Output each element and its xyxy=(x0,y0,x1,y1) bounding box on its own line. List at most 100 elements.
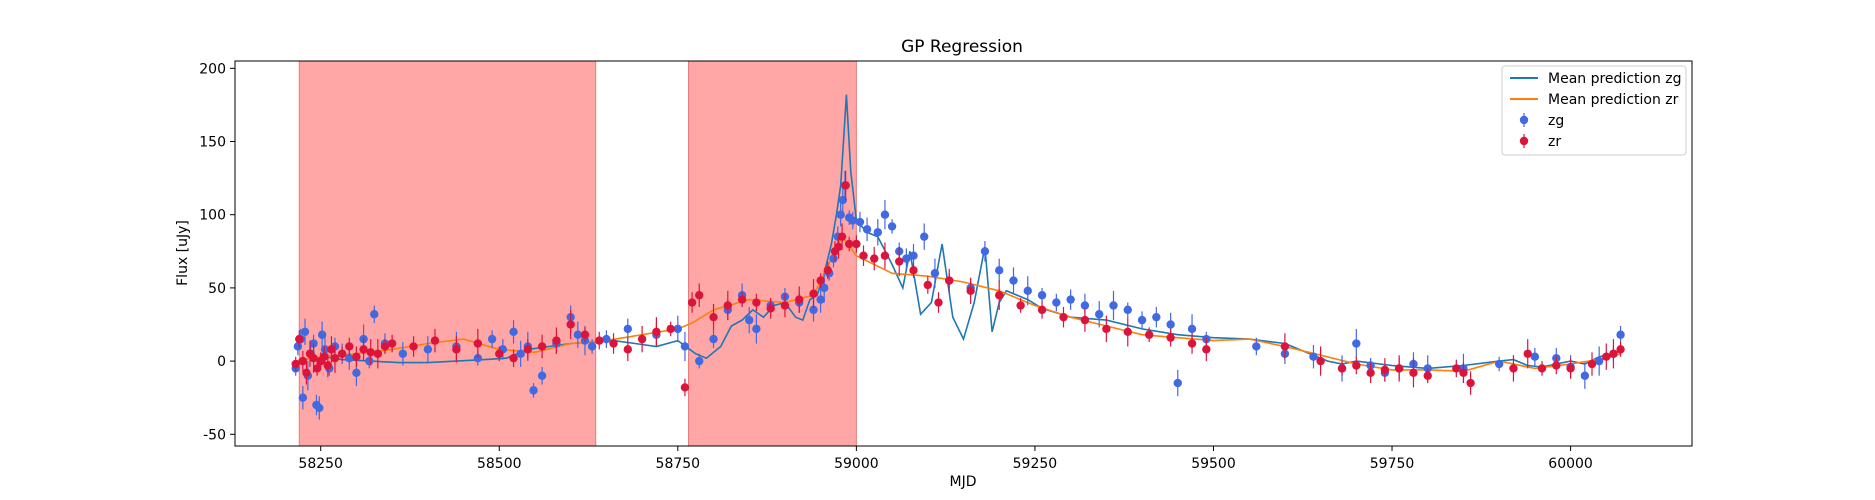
data-point xyxy=(780,301,790,310)
data-point xyxy=(680,342,690,351)
data-point xyxy=(1616,345,1625,354)
data-point xyxy=(380,342,390,351)
data-point xyxy=(320,352,329,361)
data-point xyxy=(1452,364,1461,373)
data-point xyxy=(409,342,418,351)
x-tick-label: 59750 xyxy=(1370,456,1415,472)
data-point xyxy=(291,359,300,369)
data-point xyxy=(1080,301,1090,310)
data-point xyxy=(1052,298,1061,307)
data-point xyxy=(873,228,882,237)
data-point xyxy=(1309,352,1318,361)
data-point xyxy=(862,225,872,234)
data-point xyxy=(370,310,379,319)
y-tick-label: 200 xyxy=(199,61,226,77)
data-point xyxy=(537,371,547,380)
data-point xyxy=(1423,371,1432,380)
data-point xyxy=(934,298,943,307)
legend-marker xyxy=(1519,115,1529,125)
data-point xyxy=(595,336,604,345)
data-point xyxy=(317,330,327,339)
data-point xyxy=(855,217,865,227)
data-point xyxy=(1423,364,1432,373)
data-point xyxy=(1494,359,1504,369)
data-point xyxy=(1509,364,1518,373)
data-point xyxy=(1102,324,1111,334)
data-point xyxy=(1609,349,1618,358)
data-point xyxy=(980,247,990,256)
data-point xyxy=(609,339,618,348)
data-point xyxy=(1066,295,1075,304)
data-point xyxy=(1280,342,1290,351)
series-points-zr xyxy=(291,170,1625,397)
data-point xyxy=(312,364,322,373)
data-point xyxy=(859,251,868,260)
shaded-region-0 xyxy=(298,61,597,446)
data-point xyxy=(837,232,847,241)
data-point xyxy=(1394,364,1404,373)
data-point xyxy=(895,257,904,266)
data-point xyxy=(752,298,761,307)
data-point xyxy=(995,266,1004,275)
data-point xyxy=(637,334,647,344)
data-point xyxy=(1566,364,1575,373)
x-tick-label: 59000 xyxy=(834,456,879,472)
legend-label-mean-prediction-zg: Mean prediction zg xyxy=(1548,71,1682,87)
data-point xyxy=(1144,330,1154,339)
chart-title: GP Regression xyxy=(901,37,1023,57)
data-point xyxy=(966,286,975,296)
data-point xyxy=(1352,339,1361,348)
data-point xyxy=(398,349,408,358)
data-point xyxy=(602,334,611,344)
data-point xyxy=(1123,305,1132,315)
data-point xyxy=(752,324,761,334)
data-point xyxy=(1530,352,1540,361)
data-point xyxy=(1166,320,1175,329)
data-point xyxy=(309,353,318,363)
data-point xyxy=(487,334,497,344)
data-point xyxy=(695,291,704,300)
data-point xyxy=(880,251,890,260)
data-point xyxy=(823,266,832,275)
data-point xyxy=(587,342,597,351)
x-axis: 58250 58500 58750 59000 59250 59500 59750 60000 xyxy=(298,446,1593,472)
data-point xyxy=(909,251,918,260)
data-point xyxy=(293,342,303,351)
y-tick-label: 0 xyxy=(217,354,226,370)
data-point xyxy=(909,266,918,275)
data-point xyxy=(652,327,661,337)
data-point xyxy=(516,349,525,358)
data-point xyxy=(1173,378,1182,388)
data-point xyxy=(1594,356,1604,366)
data-points xyxy=(291,170,1625,420)
data-point xyxy=(552,336,561,345)
data-point xyxy=(330,353,340,363)
data-point xyxy=(680,383,690,392)
data-point xyxy=(930,269,940,278)
data-point xyxy=(509,327,518,337)
data-point xyxy=(1080,315,1090,325)
data-point xyxy=(841,181,850,190)
plot-area-frame xyxy=(234,60,1693,447)
legend-swatch-zr xyxy=(1519,134,1529,148)
data-point xyxy=(695,356,704,366)
data-point xyxy=(523,345,533,354)
shaded-region-1 xyxy=(688,61,857,446)
data-point xyxy=(315,403,324,413)
data-point xyxy=(766,304,775,313)
data-point xyxy=(995,291,1004,300)
data-point xyxy=(795,295,804,304)
data-point xyxy=(1016,301,1025,310)
data-point xyxy=(1059,312,1068,322)
data-point xyxy=(923,280,932,290)
data-point xyxy=(623,324,633,334)
data-point xyxy=(345,342,354,351)
data-point xyxy=(1095,310,1104,319)
data-point xyxy=(509,353,518,363)
data-point xyxy=(737,295,747,304)
data-point xyxy=(1337,364,1347,373)
data-point xyxy=(365,356,374,366)
data-point xyxy=(320,345,330,354)
data-point xyxy=(820,283,829,293)
x-tick-label: 58500 xyxy=(477,456,522,472)
